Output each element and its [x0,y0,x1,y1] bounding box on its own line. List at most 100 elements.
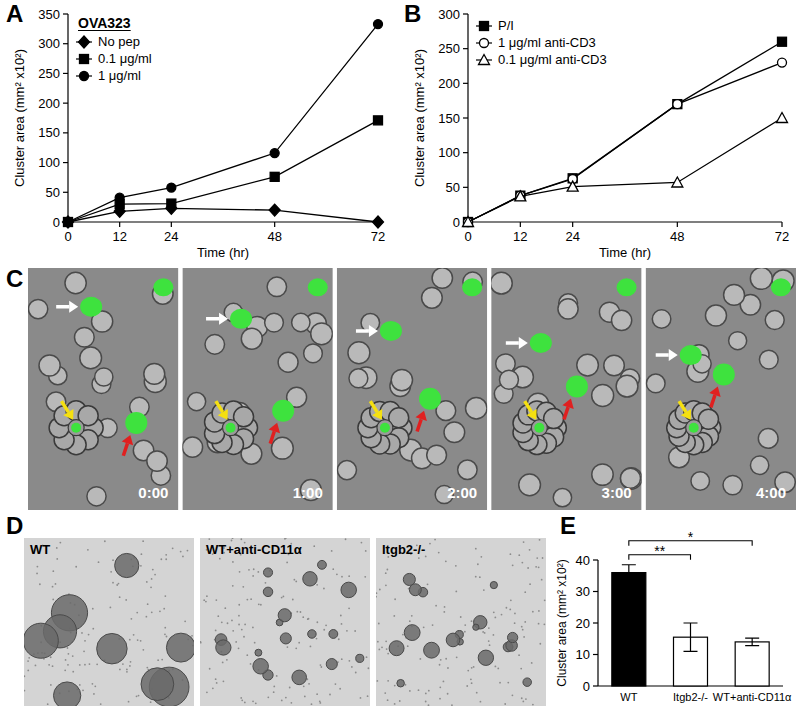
speckle [480,556,482,558]
speckle [393,615,395,617]
cell [95,368,113,386]
green-cell [689,423,699,433]
speckle [104,540,106,542]
cell [187,392,205,410]
cell-cluster [263,568,272,577]
speckle [265,582,267,584]
speckle [172,547,174,549]
speckle [187,550,189,552]
speckle [524,621,526,623]
speckle [260,604,262,606]
cell [39,355,60,376]
speckle [523,636,525,638]
speckle [438,552,440,554]
y-tick-label: 200 [438,76,460,91]
cell-cluster [280,633,291,644]
cell [28,299,47,318]
speckle [282,596,284,598]
speckle [273,685,275,687]
cell-cluster [478,650,493,665]
cell [422,288,443,309]
speckle [92,683,94,685]
legend-label: 0.1 μg/ml [98,51,152,66]
x-tick-label: 12 [112,229,126,244]
speckle [137,639,139,641]
speckle [72,655,74,657]
speckle [145,616,147,618]
y-tick [63,73,68,74]
speckle [182,556,184,558]
speckle [335,683,337,685]
speckle [52,586,54,588]
speckle [243,636,245,638]
speckle [366,656,368,658]
speckle [100,703,102,705]
speckle [119,596,121,598]
data-point [463,217,474,227]
data-point [778,58,787,67]
micrograph-bg [182,268,332,510]
y-tick [63,192,68,193]
arrow-shaft [564,407,568,419]
micrograph-frame: WT+anti-CD11α [200,537,370,706]
cell-cluster [409,584,421,596]
speckle [290,702,292,704]
speckle [471,667,473,669]
speckle [323,588,325,590]
arrow-head [69,301,78,313]
speckle [215,630,217,632]
x-tick-label: 72 [371,229,385,244]
micrograph [28,268,178,510]
speckle [536,557,538,559]
cell [87,487,106,506]
speckle [381,646,383,648]
speckle [527,567,529,569]
speckle [191,635,193,637]
speckle [411,615,413,617]
speckle [532,704,534,706]
cell [759,350,778,369]
speckle [332,568,334,570]
x-axis [68,221,378,222]
speckle [520,668,522,670]
x-tick-label: 72 [775,229,789,244]
time-label: 4:00 [756,484,786,501]
speckle [65,659,67,661]
cell [750,268,772,289]
speckle [52,665,54,667]
speckle [28,657,30,659]
legend: No pep0.1 μg/ml1 μg/ml [76,34,152,83]
speckle [470,678,472,680]
speckle [298,642,300,644]
speckle [68,653,70,655]
bar [735,642,769,686]
speckle [399,700,401,702]
speckle [405,684,407,686]
speckle [96,663,98,665]
series-line [468,118,782,222]
speckle [429,543,431,545]
speckle [215,599,217,601]
speckle [276,675,278,677]
speckle [232,538,234,539]
speckle [160,558,162,560]
speckle [203,599,205,601]
speckle [94,685,96,687]
speckle [285,697,287,699]
speckle [48,664,50,666]
y-tick-label: 200 [38,96,60,111]
speckle [281,699,283,701]
speckle [133,634,135,636]
speckle [154,574,156,576]
arrow-shaft [525,401,532,412]
speckle [439,698,441,700]
cell-cluster [329,630,338,639]
speckle [35,664,37,666]
arrow-head [372,409,382,420]
green-cell [308,278,328,296]
y-tick-label: 150 [38,125,60,140]
speckle [226,659,228,661]
arrow-shaft [56,305,69,309]
speckle [494,666,496,668]
speckle [140,565,142,567]
